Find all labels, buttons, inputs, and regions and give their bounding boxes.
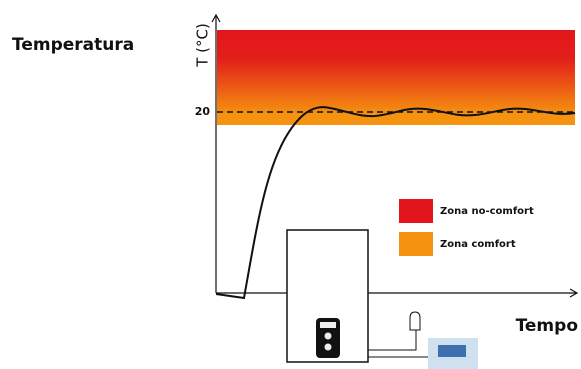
boiler-knob <box>324 332 332 340</box>
legend-label: Zona comfort <box>440 239 516 250</box>
title: Temperatura <box>12 35 134 55</box>
legend-swatch <box>399 199 433 223</box>
sensor <box>409 311 421 331</box>
temperature-curve <box>215 106 576 300</box>
comfort-zone <box>217 113 575 125</box>
x-axis-arrow <box>569 288 579 298</box>
y-axis-label: T (°C) <box>194 23 212 68</box>
pipes <box>368 330 428 358</box>
reference-label: 20 <box>195 105 211 118</box>
boiler-display <box>320 322 336 328</box>
thermostat-screen <box>438 345 466 357</box>
legend-label: Zona no-comfort <box>440 206 534 217</box>
x-axis-label: Tempo <box>516 316 578 336</box>
y-axis-arrow <box>211 13 221 23</box>
boiler-knob <box>324 343 332 351</box>
legend-swatch <box>399 232 433 256</box>
no-comfort-zone <box>217 30 575 114</box>
